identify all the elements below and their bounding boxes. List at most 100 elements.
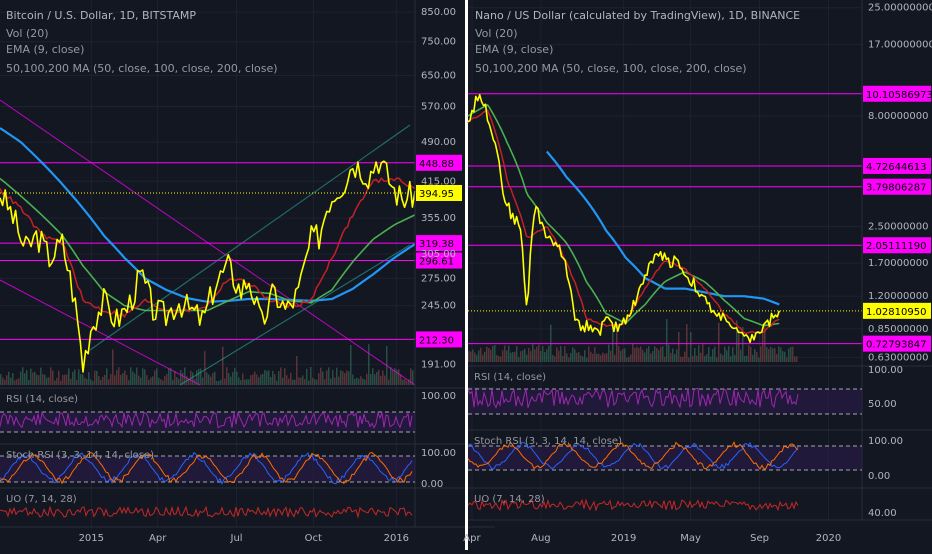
volume-bar: [222, 346, 224, 385]
volume-bar: [84, 377, 86, 385]
last-price-label: 394.95: [419, 189, 454, 200]
sub-panel-line: [0, 451, 413, 485]
volume-bar: [692, 355, 694, 362]
volume-bar: [492, 346, 494, 362]
price-tick-label: 750.00: [421, 37, 456, 48]
volume-bar: [330, 378, 332, 385]
volume-bar: [528, 347, 530, 362]
level-tag: [863, 157, 931, 174]
volume-bar: [178, 378, 180, 385]
volume-bar: [716, 357, 718, 362]
volume-bar: [180, 369, 182, 385]
volume-bar: [718, 322, 720, 362]
volume-bar: [516, 346, 518, 362]
volume-bar: [752, 354, 754, 362]
volume-bar: [632, 344, 634, 362]
volume-bar: [208, 374, 210, 385]
volume-bar: [378, 369, 380, 385]
volume-bar: [382, 370, 384, 385]
volume-bar: [146, 375, 148, 385]
volume-bar: [700, 352, 702, 362]
volume-bar: [264, 370, 266, 385]
price-tick-label: 1.70000000: [868, 258, 928, 269]
level-label: 319.38: [419, 239, 454, 250]
volume-bar: [796, 356, 798, 362]
level-label: 10.10586973: [866, 90, 932, 101]
right-levels: 10.10586973 4.72644613 3.79806287 2.0511119…: [468, 85, 932, 352]
volume-bar: [482, 354, 484, 362]
price-tick-label: 2.50000000: [868, 221, 928, 232]
volume-bar: [116, 369, 118, 385]
volume-bar: [726, 350, 728, 362]
volume-bar: [166, 374, 168, 385]
volume-bar: [714, 346, 716, 362]
volume-bar: [34, 371, 36, 385]
volume-bar: [94, 370, 96, 385]
volume-bar: [398, 369, 400, 385]
volume-bar: [82, 374, 84, 385]
volume-bar: [498, 356, 500, 362]
volume-bar: [404, 379, 406, 385]
volume-bar: [28, 379, 30, 385]
volume-bar: [620, 350, 622, 362]
volume-bar: [704, 356, 706, 362]
right-time-axis: Apr Aug 2019 May Sep 2020: [463, 519, 932, 544]
series-close: [0, 160, 416, 373]
volume-bar: [306, 368, 308, 385]
volume-bar: [310, 367, 312, 385]
divider: [465, 0, 468, 550]
volume-bar: [690, 332, 692, 362]
volume-bar: [738, 329, 740, 362]
volume-bar: [744, 355, 746, 362]
volume-bar: [606, 353, 608, 362]
volume-bar: [90, 379, 92, 385]
volume-bar: [214, 371, 216, 385]
price-tick-label: 275.00: [421, 273, 456, 284]
volume-bar: [672, 348, 674, 362]
volume-bar: [168, 368, 170, 385]
volume-bar: [622, 348, 624, 362]
volume-bar: [324, 379, 326, 385]
volume-bar: [368, 344, 370, 385]
volume-bar: [694, 347, 696, 362]
volume-bar: [216, 380, 218, 385]
right-chart[interactable]: 10.10586973 4.72644613 3.79806287 2.0511119…: [463, 0, 932, 544]
sub-panel-line: [0, 451, 413, 485]
volume-bar: [332, 369, 334, 385]
volume-bar: [300, 377, 302, 385]
volume-bar: [472, 349, 474, 362]
volume-bar: [518, 357, 520, 362]
volume-bar: [626, 357, 628, 362]
volume-bar: [308, 380, 310, 385]
volume-bar: [210, 376, 212, 385]
volume-bar: [278, 371, 280, 385]
sub-panel-line: [467, 387, 799, 409]
volume-bar: [248, 379, 250, 385]
volume-bar: [312, 377, 314, 385]
volume-bar: [318, 373, 320, 385]
volume-bar: [60, 380, 62, 385]
volume-bar: [362, 378, 364, 385]
right-indicator-vol: Vol (20): [475, 27, 518, 40]
volume-bar: [702, 344, 704, 362]
volume-bar: [92, 380, 94, 385]
price-tick-label: 1.20000000: [868, 291, 928, 302]
volume-bar: [118, 367, 120, 385]
volume-bar: [610, 350, 612, 362]
volume-bar: [292, 379, 294, 385]
price-tick-label: 305.00: [421, 249, 456, 260]
volume-bar: [544, 352, 546, 362]
volume-bar: [660, 346, 662, 362]
sub-panel-tick: 50.00: [868, 399, 897, 410]
volume-bar: [288, 378, 290, 385]
left-chart[interactable]: 448.88 319.38 296.61 212.30 394.95 850.00 75…: [0, 0, 495, 544]
volume-bar: [52, 370, 54, 385]
volume-bar: [344, 373, 346, 385]
volume-bar: [574, 349, 576, 362]
level-tag: [863, 335, 931, 352]
volume-bar: [322, 371, 324, 385]
volume-bar: [2, 377, 4, 385]
volume-bar: [254, 371, 256, 385]
left-price-axis: 850.00 750.00 650.00 570.00 490.00 415.00 355.…: [414, 0, 456, 527]
volume-bar: [100, 379, 102, 385]
